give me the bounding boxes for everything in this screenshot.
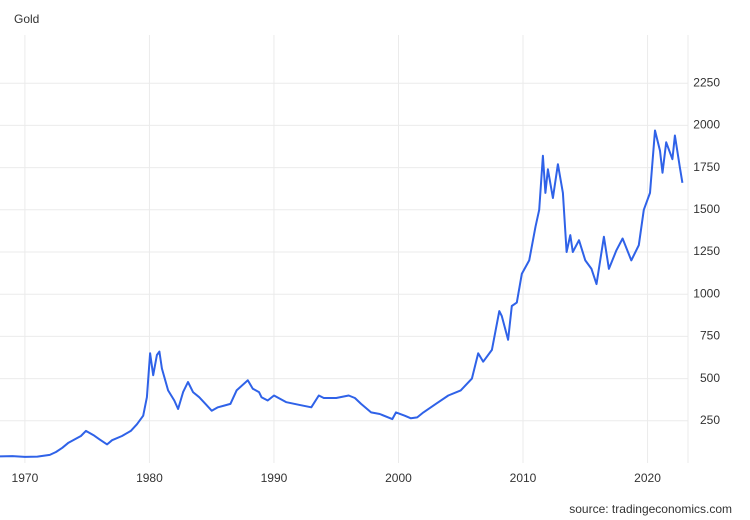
y-tick-label: 500: [700, 371, 720, 385]
chart-title: Gold: [14, 12, 39, 26]
y-tick-label: 1000: [693, 286, 720, 300]
x-tick-label: 1990: [261, 471, 288, 485]
x-tick-label: 2020: [634, 471, 661, 485]
x-tick-label: 1970: [12, 471, 39, 485]
y-tick-label: 1750: [693, 160, 720, 174]
y-tick-label: 250: [700, 413, 720, 427]
x-tick-label: 1980: [136, 471, 163, 485]
y-tick-label: 2250: [693, 75, 720, 89]
x-tick-label: 2000: [385, 471, 412, 485]
x-tick-label: 2010: [510, 471, 537, 485]
y-tick-label: 750: [700, 329, 720, 343]
source: source: tradingeconomics.com: [569, 502, 732, 516]
y-tick-label: 1500: [693, 202, 720, 216]
data-line: [0, 129, 684, 458]
y-tick-label: 2000: [693, 118, 720, 132]
y-tick-label: 1250: [693, 244, 720, 258]
